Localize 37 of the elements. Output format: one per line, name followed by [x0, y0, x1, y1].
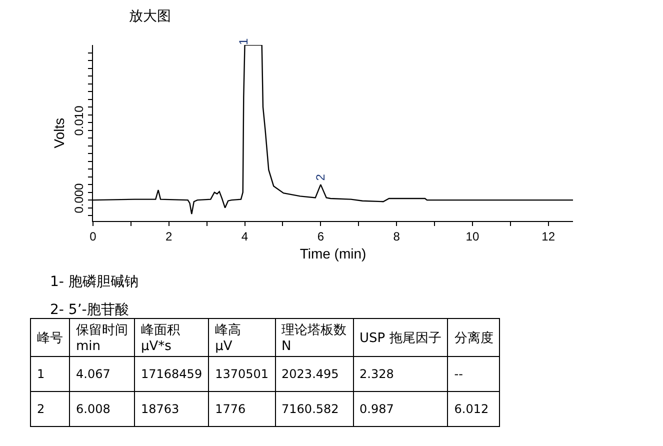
- category-label: 分离度: [448, 318, 500, 356]
- y-tick-label: 0.010: [72, 105, 86, 136]
- y-axis-title: Volts: [50, 118, 67, 148]
- x-tick-label: 0: [90, 229, 97, 244]
- y-tick-label: 0.000: [72, 182, 86, 214]
- x-tick-label: 4: [241, 229, 248, 244]
- text: 2: [37, 402, 45, 416]
- text: 1- 胞磷胆碱钠: [50, 273, 138, 292]
- category-label: 峰面积 μV*s: [134, 318, 209, 356]
- text: 6.008: [76, 402, 110, 416]
- category-label: 峰高 μV: [208, 318, 276, 356]
- text: 0.987: [360, 402, 394, 416]
- category-label: 理论塔板数 N: [275, 318, 354, 356]
- x-tick-label: 6: [317, 229, 324, 244]
- category-label: USP 拖尾因子: [353, 318, 448, 356]
- text: 2- 5’-胞苷酸: [50, 301, 130, 320]
- text: 17168459: [141, 367, 202, 381]
- text: 2023.495: [282, 367, 339, 381]
- x-axis-title: Time (min): [300, 246, 366, 262]
- chart-title: 放大图: [129, 8, 172, 24]
- text: 6.012: [454, 402, 489, 416]
- text: 1: [37, 367, 45, 381]
- category-label: 峰号: [30, 318, 70, 356]
- text: 18763: [141, 402, 180, 416]
- category-label: 保留时间 min: [70, 318, 134, 356]
- x-tick-label: 12: [542, 229, 556, 244]
- text: --: [454, 367, 463, 381]
- x-tick-label: 2: [166, 229, 173, 244]
- text: 1776: [215, 402, 246, 416]
- annotation: 2: [314, 174, 328, 181]
- text: 7160.582: [282, 402, 339, 416]
- x-tick-label: 10: [466, 229, 480, 244]
- x-tick-label: 8: [393, 229, 400, 244]
- text: 2.328: [360, 367, 394, 381]
- annotation: 1: [236, 38, 250, 46]
- text: 4.067: [76, 367, 110, 381]
- text: 1370501: [215, 367, 269, 381]
